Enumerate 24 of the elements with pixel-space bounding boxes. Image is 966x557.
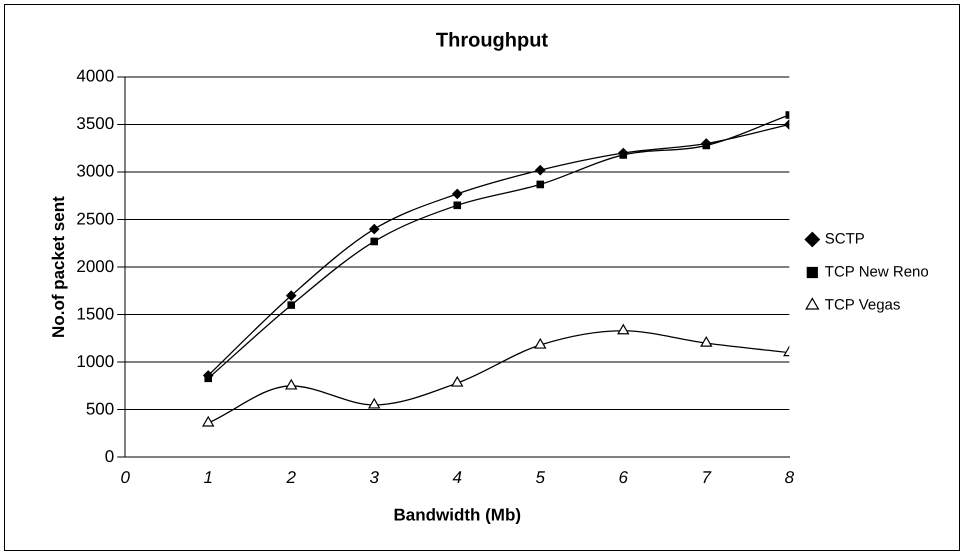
x-tick-label: 0 bbox=[120, 468, 130, 488]
y-tick-label: 4000 bbox=[76, 66, 114, 86]
y-tick-label: 1500 bbox=[76, 304, 114, 324]
y-axis-title: No.of packet sent bbox=[48, 196, 68, 338]
y-tick-label: 3000 bbox=[76, 162, 114, 181]
legend-label: SCTP bbox=[824, 230, 865, 248]
y-tick-label: 1000 bbox=[76, 352, 114, 371]
y-tick-label: 2000 bbox=[76, 256, 114, 276]
y-tick-label: 500 bbox=[86, 399, 114, 418]
x-tick-label: 6 bbox=[618, 468, 629, 488]
x-tick-label: 3 bbox=[370, 468, 380, 488]
x-tick-label: 5 bbox=[536, 468, 546, 488]
x-tick-label: 2 bbox=[286, 468, 297, 488]
x-tick-label: 4 bbox=[452, 468, 462, 488]
x-tick-label: 7 bbox=[702, 468, 712, 488]
x-tick-label: 8 bbox=[784, 468, 795, 488]
y-tick-label: 3500 bbox=[76, 114, 114, 134]
x-tick-label: 1 bbox=[203, 468, 213, 488]
chart-title: Throughput bbox=[436, 30, 548, 52]
y-tick-label: 0 bbox=[104, 446, 114, 466]
y-tick-label: 2500 bbox=[76, 209, 114, 228]
legend-label: TCP New Reno bbox=[824, 264, 929, 281]
legend-label: TCP Vegas bbox=[824, 296, 900, 314]
x-axis-title: Bandwidth (Mb) bbox=[394, 505, 521, 524]
